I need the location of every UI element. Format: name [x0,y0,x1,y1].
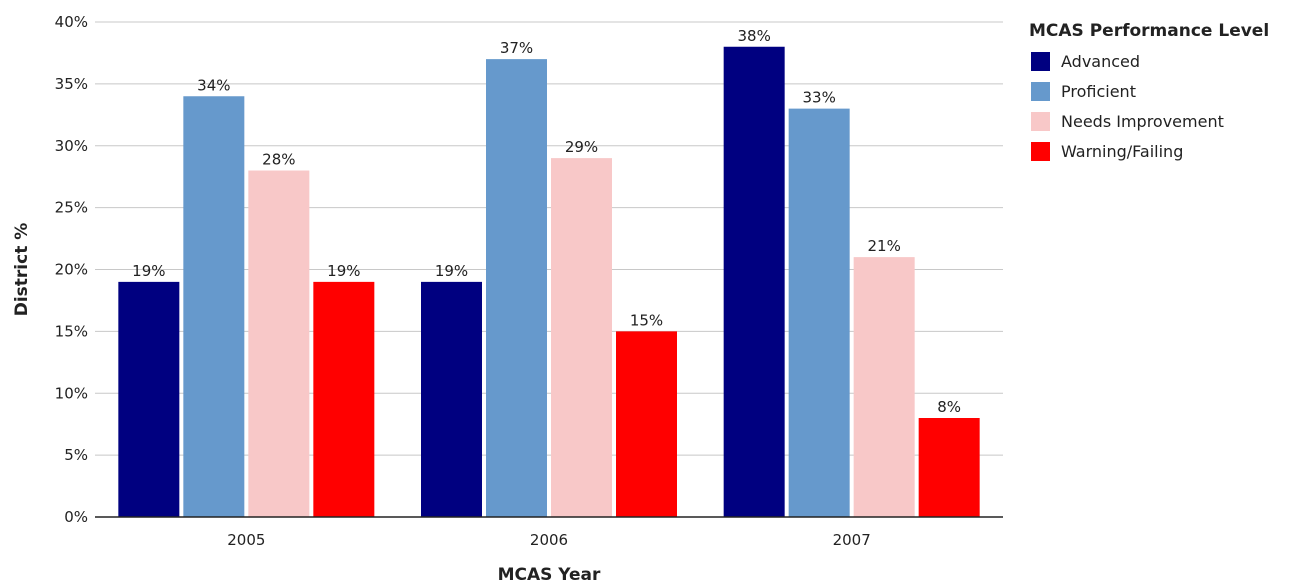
data-label: 34% [197,76,230,94]
bar-proficient-2005 [183,96,245,517]
legend-label: Advanced [1061,52,1140,71]
bar-advanced-2005 [118,281,180,517]
y-axis-ticks: 0% 5% 10% 15% 20% 25% 30% 35% 40% [55,13,88,526]
bar-proficient-2006 [486,59,547,517]
legend-label: Proficient [1061,82,1136,101]
data-label: 33% [802,89,835,107]
data-label: 28% [262,151,295,169]
y-tick-label: 25% [55,199,88,217]
bar-warning-failing-2006 [616,331,677,517]
x-tick-label: 2007 [833,531,871,549]
y-tick-label: 30% [55,137,88,155]
gridlines [95,21,1003,456]
data-label: 8% [937,398,961,416]
y-axis-title: District % [12,223,32,317]
legend-swatch [1031,52,1050,71]
x-axis-ticks: 2005 2006 2007 [227,531,871,549]
bar-needs-improvement-2007 [853,257,915,517]
data-label: 19% [327,262,360,280]
data-label: 19% [132,262,165,280]
bar-advanced-2006 [421,281,482,517]
legend-swatch [1031,82,1050,101]
y-tick-label: 0% [64,508,88,526]
legend-label: Needs Improvement [1061,112,1224,131]
legend: MCAS Performance Level Advanced Proficien… [1029,21,1269,161]
y-tick-label: 5% [64,446,88,464]
legend-swatch [1031,142,1050,161]
y-tick-label: 10% [55,384,88,402]
bar-proficient-2007 [788,108,850,517]
bar-warning-failing-2007 [918,418,980,517]
y-tick-label: 20% [55,261,88,279]
bar-advanced-2007 [723,46,785,517]
bar-needs-improvement-2006 [551,158,612,517]
data-labels: 19% 34% 28% 19% 19% 37% 29% 15% 38% 33% 21% 8% [132,27,961,416]
legend-label: Warning/Failing [1061,142,1183,161]
legend-swatch [1031,112,1050,131]
x-tick-label: 2006 [530,531,568,549]
data-label: 29% [565,138,598,156]
y-tick-label: 35% [55,75,88,93]
x-axis-title: MCAS Year [498,565,601,585]
legend-title: MCAS Performance Level [1029,21,1269,41]
data-label: 15% [630,311,663,329]
bar-needs-improvement-2005 [248,170,310,517]
x-tick-label: 2005 [227,531,265,549]
y-tick-label: 40% [55,13,88,31]
data-label: 19% [435,262,468,280]
y-tick-label: 15% [55,322,88,340]
bar-warning-failing-2005 [313,281,375,517]
data-label: 21% [867,237,900,255]
data-label: 37% [500,39,533,57]
bars [118,46,980,517]
data-label: 38% [737,27,770,45]
